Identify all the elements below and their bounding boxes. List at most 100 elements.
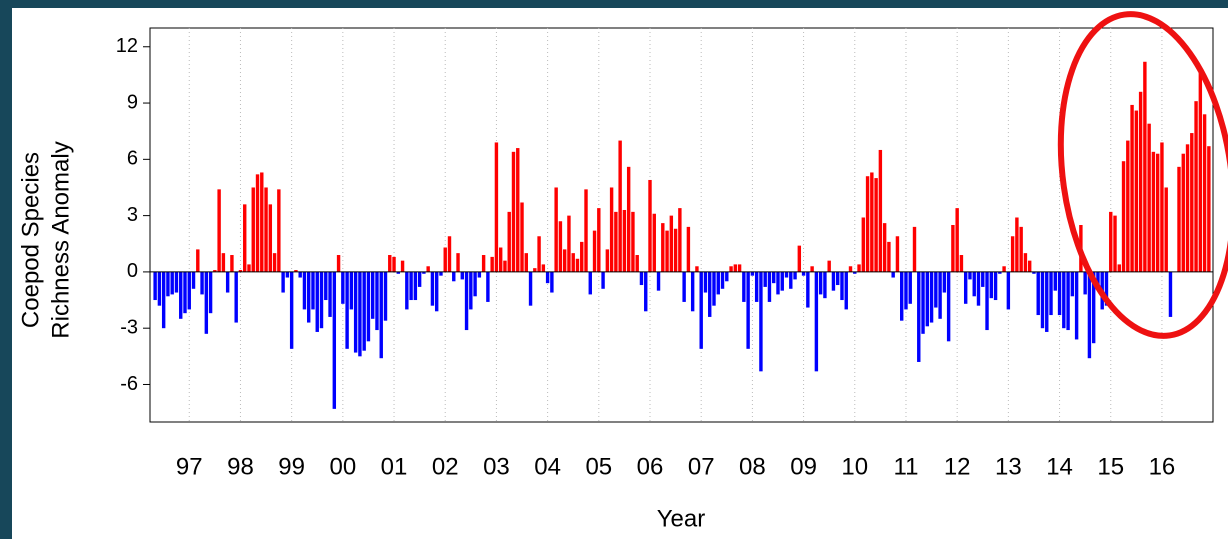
bar — [179, 271, 183, 319]
bar — [870, 172, 874, 272]
bar — [196, 249, 200, 272]
bar — [208, 271, 213, 314]
bar — [161, 271, 166, 329]
bar — [985, 271, 989, 331]
bar — [618, 140, 622, 272]
x-tick-label: 99 — [278, 453, 305, 480]
bar — [703, 271, 708, 293]
y-axis-label: Richness Anomaly — [47, 141, 74, 338]
bar — [899, 271, 904, 321]
bar — [609, 187, 614, 272]
bar — [626, 166, 631, 272]
bar — [341, 271, 345, 304]
bar — [1113, 215, 1117, 272]
bar — [904, 271, 908, 310]
bar — [763, 271, 767, 287]
bar — [981, 271, 985, 287]
bar — [255, 174, 260, 272]
bar — [776, 271, 780, 295]
bar — [1066, 271, 1070, 331]
bar — [272, 253, 277, 272]
bar — [801, 271, 806, 276]
bar — [225, 271, 230, 293]
bar — [733, 264, 738, 272]
bar — [336, 255, 341, 272]
bar — [417, 271, 422, 287]
bar — [1177, 166, 1181, 272]
bar — [673, 228, 678, 272]
bar — [917, 271, 921, 362]
bar — [635, 255, 639, 272]
bar — [332, 271, 337, 409]
bar — [405, 271, 409, 310]
bar — [213, 270, 217, 272]
bar — [541, 264, 546, 272]
bar — [942, 271, 947, 293]
y-tick-label: 9 — [127, 91, 138, 113]
bar — [370, 271, 375, 319]
x-axis-label: Year — [657, 505, 706, 532]
bar — [426, 266, 430, 272]
bar — [511, 151, 516, 272]
bar — [486, 271, 490, 302]
x-tick-label: 07 — [688, 453, 715, 480]
bar — [887, 241, 891, 272]
bar — [1168, 271, 1173, 317]
bar — [656, 271, 661, 291]
bar — [481, 255, 486, 272]
bar — [1002, 266, 1006, 272]
x-tick-label: 98 — [227, 453, 254, 480]
bar — [592, 230, 597, 272]
bar — [874, 178, 878, 272]
bar — [836, 271, 840, 286]
bar — [1181, 153, 1185, 272]
bar — [307, 271, 311, 323]
bar — [575, 258, 580, 272]
bar — [567, 215, 571, 272]
bar — [934, 271, 938, 308]
bar — [362, 271, 366, 351]
bar — [294, 270, 298, 272]
y-axis-label: Coepod Species — [17, 152, 44, 328]
bar — [955, 208, 959, 272]
bar — [157, 271, 162, 306]
bar — [1045, 271, 1049, 332]
bar — [823, 271, 827, 299]
bar — [690, 271, 695, 312]
bar — [289, 271, 294, 349]
bar — [1032, 271, 1036, 274]
bar — [1040, 271, 1045, 329]
x-tick-label: 08 — [739, 453, 766, 480]
bar — [648, 179, 652, 272]
bar — [217, 189, 221, 272]
bar — [712, 271, 716, 306]
bar — [1143, 61, 1147, 272]
bar — [562, 249, 567, 272]
bar — [516, 148, 520, 272]
bar — [230, 255, 234, 272]
bar — [891, 271, 895, 278]
bar — [737, 264, 742, 272]
bar — [925, 271, 930, 327]
bar — [396, 271, 401, 274]
bar — [452, 271, 456, 282]
bar — [754, 271, 759, 302]
bar — [520, 202, 524, 272]
bar — [921, 271, 925, 334]
bar — [1036, 271, 1040, 316]
y-tick-label: 0 — [127, 260, 138, 282]
bar — [434, 271, 439, 312]
bar — [1019, 226, 1023, 272]
bar — [221, 253, 226, 272]
bar — [951, 225, 955, 272]
bar — [1104, 271, 1109, 306]
bar — [545, 271, 550, 284]
bar — [652, 213, 656, 272]
y-tick-label: 12 — [116, 35, 138, 57]
bar — [989, 271, 994, 299]
bar — [503, 260, 507, 272]
bar — [1155, 153, 1160, 272]
bar — [349, 271, 354, 310]
bar — [1164, 187, 1168, 272]
bar — [264, 187, 268, 272]
